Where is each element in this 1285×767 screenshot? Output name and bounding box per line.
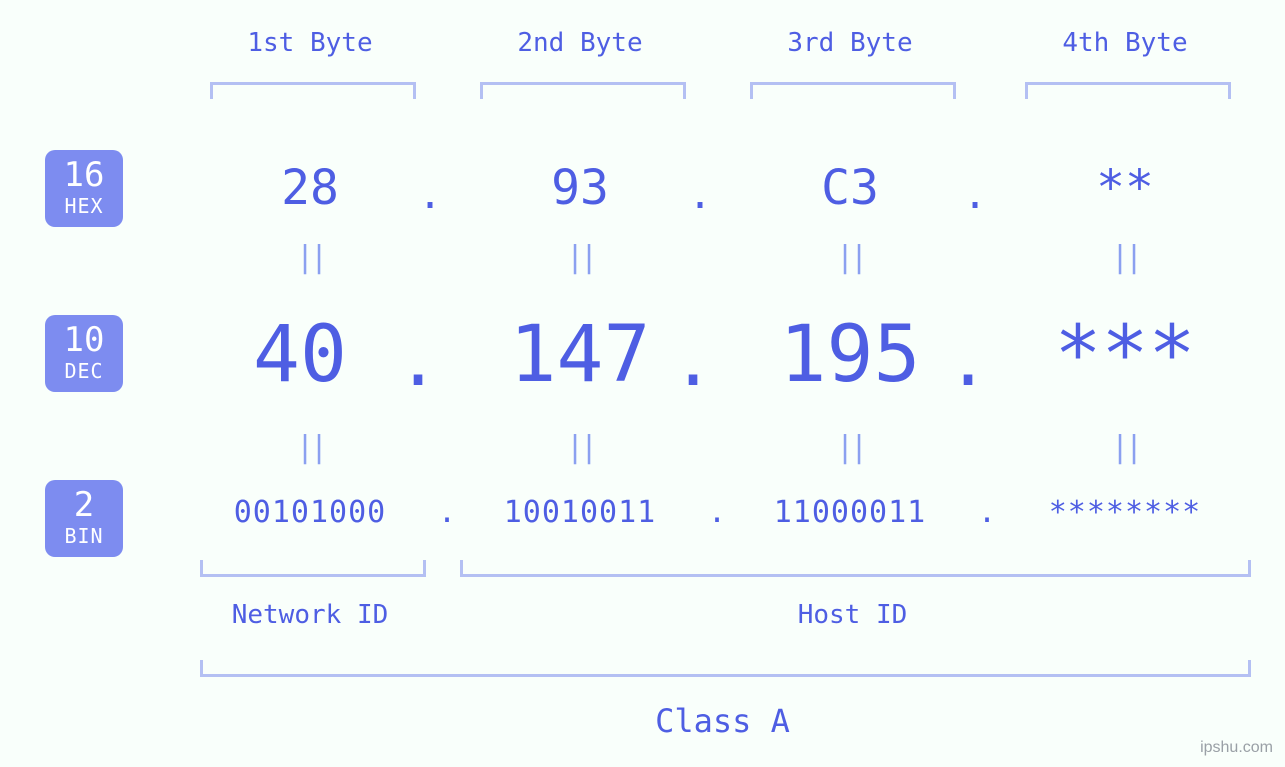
bin-byte-3: 11000011 [725,495,975,530]
bracket-class [200,660,1251,677]
base-badge-dec-num: 10 [45,323,123,359]
bracket-byte-1 [210,82,416,99]
label-network-id: Network ID [200,600,420,630]
bin-byte-2: 10010011 [455,495,705,530]
equals-1-2: || [480,240,680,275]
bracket-byte-2 [480,82,686,99]
byte-header-2: 2nd Byte [480,28,680,58]
byte-header-4: 4th Byte [1025,28,1225,58]
equals-2-3: || [750,430,950,465]
bin-dot-1: . [438,495,456,530]
equals-1-4: || [1025,240,1225,275]
bin-dot-3: . [978,495,996,530]
bracket-host-id [460,560,1251,577]
base-badge-dec: 10 DEC [45,315,123,392]
hex-dot-3: . [963,172,987,218]
dec-dot-2: . [672,320,714,402]
dec-dot-3: . [947,320,989,402]
equals-2-2: || [480,430,680,465]
equals-2-1: || [210,430,410,465]
bracket-network-id [200,560,426,577]
hex-byte-2: 93 [480,160,680,216]
base-badge-dec-name: DEC [45,361,123,382]
hex-dot-1: . [418,172,442,218]
bracket-byte-4 [1025,82,1231,99]
dec-byte-2: 147 [460,310,700,400]
base-badge-hex-name: HEX [45,196,123,217]
label-host-id: Host ID [460,600,1245,630]
byte-header-3: 3rd Byte [750,28,950,58]
base-badge-bin-name: BIN [45,526,123,547]
equals-2-4: || [1025,430,1225,465]
watermark: ipshu.com [1200,739,1273,757]
bin-byte-4: ******** [1000,495,1250,530]
bin-byte-1: 00101000 [185,495,435,530]
dec-byte-1: 40 [190,310,410,400]
base-badge-bin: 2 BIN [45,480,123,557]
equals-1-3: || [750,240,950,275]
base-badge-bin-num: 2 [45,488,123,524]
hex-byte-3: C3 [750,160,950,216]
hex-byte-4: ** [1025,160,1225,216]
hex-dot-2: . [688,172,712,218]
dec-byte-4: *** [1005,310,1245,400]
dec-dot-1: . [397,320,439,402]
equals-1-1: || [210,240,410,275]
base-badge-hex-num: 16 [45,158,123,194]
bin-dot-2: . [708,495,726,530]
bracket-byte-3 [750,82,956,99]
label-class: Class A [200,702,1245,740]
base-badge-hex: 16 HEX [45,150,123,227]
hex-byte-1: 28 [210,160,410,216]
dec-byte-3: 195 [730,310,970,400]
byte-header-1: 1st Byte [210,28,410,58]
